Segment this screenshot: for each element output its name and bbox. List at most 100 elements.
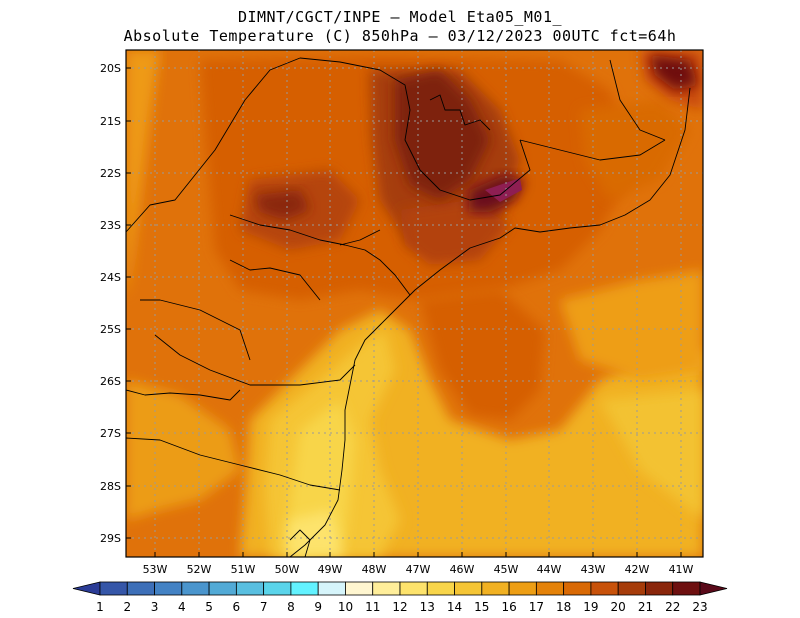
colorbar-label: 20 — [611, 600, 626, 614]
colorbar-segment — [372, 581, 401, 596]
state-border-sp-pr — [229, 214, 411, 296]
colorbar-label: 14 — [447, 600, 462, 614]
lon-tick-label: 48W — [362, 563, 387, 576]
colorbar-label: 13 — [420, 600, 435, 614]
colorbar-segment — [672, 581, 701, 596]
field-hot-core-west — [255, 190, 310, 220]
colorbar-arrow-low — [72, 581, 101, 596]
colorbar-segment — [235, 581, 265, 596]
longitude-labels: 53W 52W 51W 50W 49W 48W 47W 46W 45W 44W 43W 42W 41W — [143, 552, 694, 576]
title-line-1: DIMNT/CGCT/INPE – Model Eta05_M01_ — [237, 8, 563, 26]
border-argentina — [140, 299, 251, 361]
field-east-cool — [600, 390, 703, 520]
colorbar: 1 2 3 4 5 6 7 8 9 10 11 12 13 14 15 16 17 18 19 20 21 22 23 — [72, 581, 728, 614]
colorbar-segment — [535, 581, 565, 596]
colorbar-segment — [617, 581, 646, 596]
field-offshore-tongue — [420, 290, 545, 420]
colorbar-label: 1 — [96, 600, 104, 614]
state-border-sp-mg — [299, 57, 531, 201]
field-hot-core-northeast — [650, 55, 698, 90]
state-border-ms-sp — [126, 57, 301, 233]
lon-tick-label: 51W — [231, 563, 256, 576]
colorbar-segment — [317, 581, 346, 596]
lon-tick-label: 46W — [450, 563, 475, 576]
lon-tick-label: 47W — [406, 563, 431, 576]
lon-tick-label: 44W — [537, 563, 562, 576]
field-east-warm — [580, 100, 690, 200]
colorbar-segment — [181, 581, 210, 596]
colorbar-label: 6 — [233, 600, 241, 614]
latitude-labels: 20S 21S 22S 23S 24S 25S 26S 27S 28S 29S — [100, 62, 131, 545]
colorbar-segment — [590, 581, 619, 596]
lon-tick-label: 49W — [318, 563, 343, 576]
lat-tick-label: 23S — [100, 219, 121, 232]
field-east-mid — [560, 270, 703, 380]
field-southwest-band — [126, 380, 240, 520]
lakes-furnas — [429, 94, 491, 131]
colorbar-label: 9 — [314, 600, 322, 614]
colorbar-label: 11 — [365, 600, 380, 614]
colorbar-segment — [481, 581, 510, 596]
colorbar-label: 3 — [151, 600, 159, 614]
colorbar-label: 5 — [205, 600, 213, 614]
colorbar-label: 7 — [260, 600, 268, 614]
colorbar-segment — [263, 581, 292, 596]
colorbar-segment — [290, 581, 319, 596]
border-paraguay — [126, 389, 241, 401]
field-west-band — [126, 50, 160, 300]
colorbar-label: 4 — [178, 600, 186, 614]
lat-tick-label: 20S — [100, 62, 121, 75]
colorbar-segment — [99, 581, 128, 596]
lon-tick-label: 53W — [143, 563, 168, 576]
lat-tick-label: 26S — [100, 375, 121, 388]
lat-tick-label: 28S — [100, 480, 121, 493]
river-parana — [229, 259, 321, 301]
lon-tick-label: 42W — [625, 563, 650, 576]
state-border-sc-rs — [126, 437, 341, 491]
coastline — [289, 87, 691, 557]
colorbar-segment — [508, 581, 537, 596]
temperature-field — [126, 50, 703, 557]
colorbar-label: 16 — [501, 600, 516, 614]
field-coastal-min — [285, 510, 345, 557]
lon-tick-label: 45W — [494, 563, 519, 576]
colorbar-label: 15 — [474, 600, 489, 614]
colorbar-segment — [454, 581, 483, 596]
state-border-pr-sc — [154, 334, 356, 386]
colorbar-segment — [345, 581, 374, 596]
lat-tick-label: 21S — [100, 115, 121, 128]
colorbar-arrow-high — [699, 581, 728, 596]
colorbar-segment — [645, 581, 674, 596]
lon-tick-label: 41W — [669, 563, 694, 576]
field-warm-core-coast — [400, 200, 510, 265]
colorbar-label: 21 — [638, 600, 653, 614]
river-tiete — [339, 229, 381, 246]
lat-tick-label: 27S — [100, 427, 121, 440]
lat-tick-label: 22S — [100, 167, 121, 180]
state-border-mg-es — [609, 59, 666, 141]
lat-tick-label: 24S — [100, 271, 121, 284]
colorbar-segment — [126, 581, 155, 596]
colorbar-label: 12 — [392, 600, 407, 614]
lat-tick-label: 25S — [100, 323, 121, 336]
lon-tick-label: 50W — [275, 563, 300, 576]
colorbar-label: 22 — [665, 600, 680, 614]
colorbar-label: 17 — [529, 600, 544, 614]
lon-tick-label: 43W — [581, 563, 606, 576]
lagoa-patos — [289, 529, 311, 557]
colorbar-label: 19 — [583, 600, 598, 614]
colorbar-label: 18 — [556, 600, 571, 614]
colorbar-label: 10 — [338, 600, 353, 614]
colorbar-label: 2 — [123, 600, 131, 614]
colorbar-segment — [426, 581, 455, 596]
map-frame — [125, 49, 704, 558]
lat-tick-label: 29S — [100, 532, 121, 545]
colorbar-segment — [208, 581, 237, 596]
boundaries — [126, 57, 691, 557]
colorbar-segment — [399, 581, 428, 596]
colorbar-segment — [154, 581, 183, 596]
state-border-mg-rj — [519, 139, 666, 161]
title-line-2: Absolute Temperature (C) 850hPa – 03/12/… — [123, 27, 677, 45]
colorbar-segment — [563, 581, 592, 596]
